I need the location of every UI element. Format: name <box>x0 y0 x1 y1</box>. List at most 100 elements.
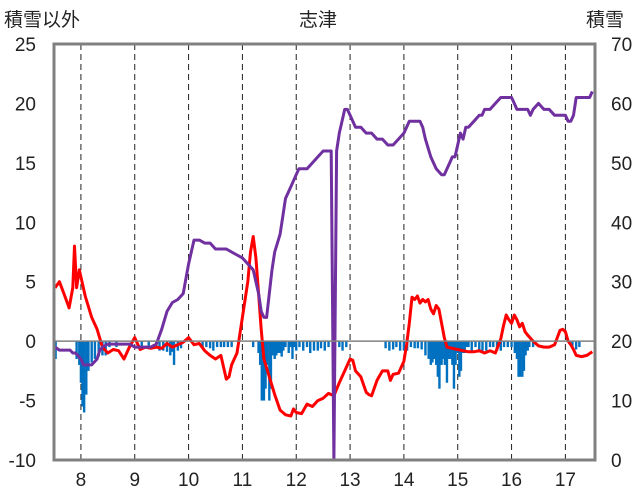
bar <box>492 341 495 348</box>
bar <box>97 341 100 357</box>
bar <box>524 341 527 356</box>
left-tick-label: 5 <box>25 273 36 294</box>
bar <box>212 341 215 351</box>
bar <box>467 341 470 348</box>
bar <box>458 341 461 377</box>
bar <box>273 341 276 359</box>
x-tick-label: 16 <box>501 470 522 491</box>
bar <box>456 341 459 354</box>
bar <box>391 341 395 350</box>
line-series-purple <box>54 90 594 462</box>
bar <box>327 341 330 348</box>
bar <box>284 341 287 348</box>
bar <box>526 341 529 351</box>
bar <box>85 341 88 395</box>
bar <box>522 341 526 371</box>
right-tick-label: 30 <box>611 273 632 294</box>
bar <box>316 341 319 351</box>
bar <box>434 341 438 365</box>
bar <box>292 341 296 348</box>
bar <box>521 341 524 377</box>
bar <box>474 341 477 348</box>
left-axis-label: 積雪以外 <box>4 9 80 31</box>
bar <box>454 341 457 365</box>
bar <box>278 341 282 354</box>
bar <box>502 341 506 348</box>
bar <box>282 341 285 351</box>
bar <box>438 341 441 389</box>
right-tick-label: 50 <box>611 154 632 175</box>
bar <box>441 341 445 359</box>
bar <box>424 341 427 356</box>
bar <box>488 341 492 348</box>
bar <box>269 341 273 389</box>
x-tick-label: 9 <box>129 470 140 491</box>
bar <box>54 341 57 359</box>
bar <box>140 341 143 348</box>
bar <box>275 341 278 356</box>
bar <box>260 341 263 401</box>
bar <box>147 341 150 348</box>
bar <box>82 341 86 413</box>
bar <box>388 341 391 351</box>
bar <box>78 341 81 365</box>
right-tick-label: 10 <box>611 392 632 413</box>
bar <box>338 341 341 348</box>
right-tick-label: 60 <box>611 94 632 115</box>
bar <box>395 341 398 348</box>
bar <box>506 341 509 348</box>
bar <box>93 341 97 359</box>
x-tick-label: 8 <box>76 470 87 491</box>
bar <box>413 341 416 349</box>
bar <box>447 341 450 359</box>
bar <box>309 341 312 354</box>
bar <box>323 341 326 351</box>
bar <box>75 341 78 359</box>
bar <box>219 341 223 348</box>
bar <box>465 341 468 348</box>
bar <box>518 341 522 377</box>
bar <box>345 341 348 348</box>
bar <box>341 341 344 351</box>
chart-title: 志津 <box>299 9 337 31</box>
bar <box>470 341 473 351</box>
bar <box>485 341 488 351</box>
x-axis-ticks: 8 9 10 11 12 13 14 15 16 17 <box>76 470 576 491</box>
bar <box>205 341 208 348</box>
left-tick-label: 25 <box>15 35 36 56</box>
bar <box>436 341 440 377</box>
bar <box>265 341 269 365</box>
left-tick-label: 20 <box>15 94 36 115</box>
bar <box>287 341 290 354</box>
bar <box>298 341 301 348</box>
bar <box>289 341 293 348</box>
bar <box>461 341 465 354</box>
x-tick-label: 17 <box>555 470 576 491</box>
bar <box>517 341 520 377</box>
bar <box>427 341 430 359</box>
bar <box>384 341 387 349</box>
bar <box>429 341 433 365</box>
left-tick-label: -10 <box>9 451 36 472</box>
left-tick-label: -5 <box>19 392 36 413</box>
bar <box>291 341 294 359</box>
bar <box>445 341 449 383</box>
bar <box>481 341 484 351</box>
bar <box>443 341 447 365</box>
left-tick-label: 0 <box>25 332 36 353</box>
right-axis-ticks: 0 10 20 30 40 50 60 70 <box>611 35 632 472</box>
bar <box>215 341 219 348</box>
bar <box>262 341 266 401</box>
bar <box>201 341 204 348</box>
left-tick-label: 15 <box>15 154 36 175</box>
left-tick-label: 10 <box>15 213 36 234</box>
bar <box>440 341 443 365</box>
bar <box>515 341 519 359</box>
bar <box>208 341 212 349</box>
bar <box>295 341 298 351</box>
bar <box>251 341 255 348</box>
left-axis-ticks: -10 -5 0 5 10 15 20 25 <box>9 35 36 472</box>
bar <box>416 341 420 349</box>
bar <box>448 341 452 359</box>
